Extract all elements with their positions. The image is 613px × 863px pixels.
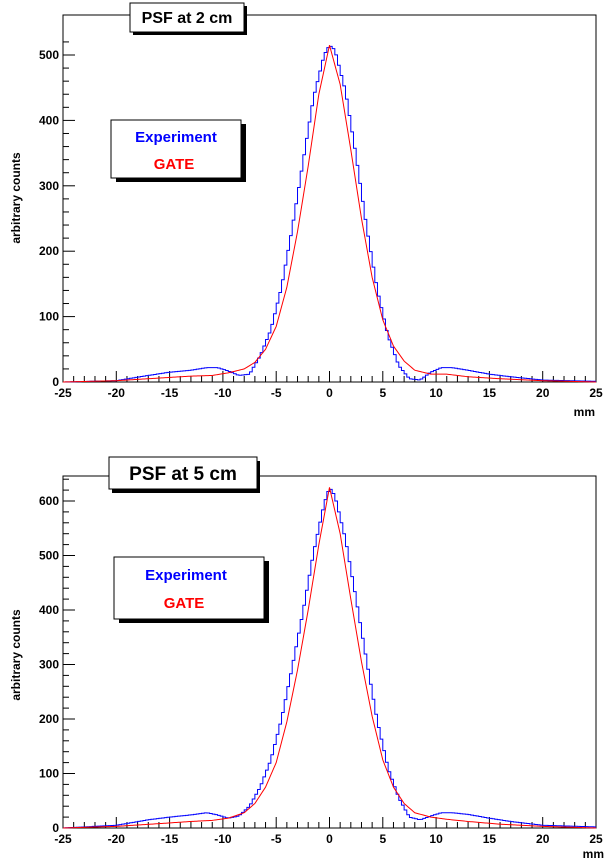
y-tick-label: 300	[39, 179, 59, 193]
legend-entry-experiment: Experiment	[145, 567, 227, 584]
x-tick-label: 25	[589, 832, 603, 846]
legend-box	[113, 556, 265, 620]
series-line-experiment	[63, 488, 596, 829]
series-layer	[62, 487, 597, 829]
x-tick-label: 20	[536, 386, 550, 400]
x-tick-label: 20	[536, 832, 550, 846]
series-layer	[62, 45, 597, 383]
x-tick-label: 0	[326, 386, 333, 400]
y-tick-label: 300	[39, 658, 59, 672]
x-tick-label: 15	[483, 386, 497, 400]
x-tick-label: 5	[379, 386, 386, 400]
y-tick-label: 400	[39, 113, 59, 127]
x-tick-label: -10	[214, 386, 232, 400]
plot-frame	[62, 14, 597, 383]
y-tick-label: 0	[52, 375, 59, 389]
y-tick-label: 200	[39, 712, 59, 726]
y-tick-label: 400	[39, 603, 59, 617]
x-tick-label: -25	[54, 832, 72, 846]
x-tick-label: -5	[271, 832, 282, 846]
legend-entry-gate: GATE	[164, 595, 205, 612]
chart-panel-psf-2cm: -25 -20 -15 -10 -5 0 5 10 15 20 25 0 100 200 300 400 500…	[9, 2, 603, 419]
x-tick-label: 25	[589, 386, 603, 400]
axes: -25 -20 -15 -10 -5 0 5 10 15 20 25 0 100 200 300 400 500…	[39, 478, 603, 846]
x-tick-label: -25	[54, 386, 72, 400]
y-axis-title: arbitrary counts	[9, 609, 23, 701]
plot-frame	[62, 475, 597, 829]
y-tick-label: 100	[39, 767, 59, 781]
y-tick-label: 500	[39, 48, 59, 62]
chart-title: PSF at 2 cm	[142, 10, 233, 27]
x-tick-label: -15	[161, 832, 179, 846]
legend-entry-gate: GATE	[154, 156, 195, 173]
x-tick-label: 5	[379, 832, 386, 846]
x-tick-label: -20	[108, 386, 126, 400]
title-box	[108, 456, 258, 490]
y-tick-label: 600	[39, 494, 59, 508]
legend-entry-experiment: Experiment	[135, 129, 217, 146]
x-tick-label: 0	[326, 832, 333, 846]
chart-title: PSF at 5 cm	[129, 464, 237, 485]
x-tick-label: 15	[483, 832, 497, 846]
title-box	[129, 2, 245, 33]
x-tick-label: -15	[161, 386, 179, 400]
y-axis-title: arbitrary counts	[9, 152, 23, 244]
x-tick-label: 10	[429, 386, 443, 400]
x-tick-label: -5	[271, 386, 282, 400]
y-tick-label: 0	[52, 821, 59, 835]
axes: -25 -20 -15 -10 -5 0 5 10 15 20 25 0 100 200 300 400 500	[39, 41, 603, 400]
x-axis-title: mm	[583, 847, 604, 861]
y-tick-label: 200	[39, 244, 59, 258]
chart-panel-psf-5cm: -25 -20 -15 -10 -5 0 5 10 15 20 25 0 100 200 300 400 500…	[9, 456, 604, 861]
series-line-gate	[62, 45, 597, 383]
y-tick-label: 100	[39, 310, 59, 324]
x-tick-label: 10	[429, 832, 443, 846]
legend-box	[110, 119, 242, 179]
series-line-gate	[62, 487, 597, 829]
x-axis-title: mm	[574, 405, 595, 419]
x-tick-label: -10	[214, 832, 232, 846]
x-tick-label: -20	[108, 832, 126, 846]
y-tick-label: 500	[39, 549, 59, 563]
